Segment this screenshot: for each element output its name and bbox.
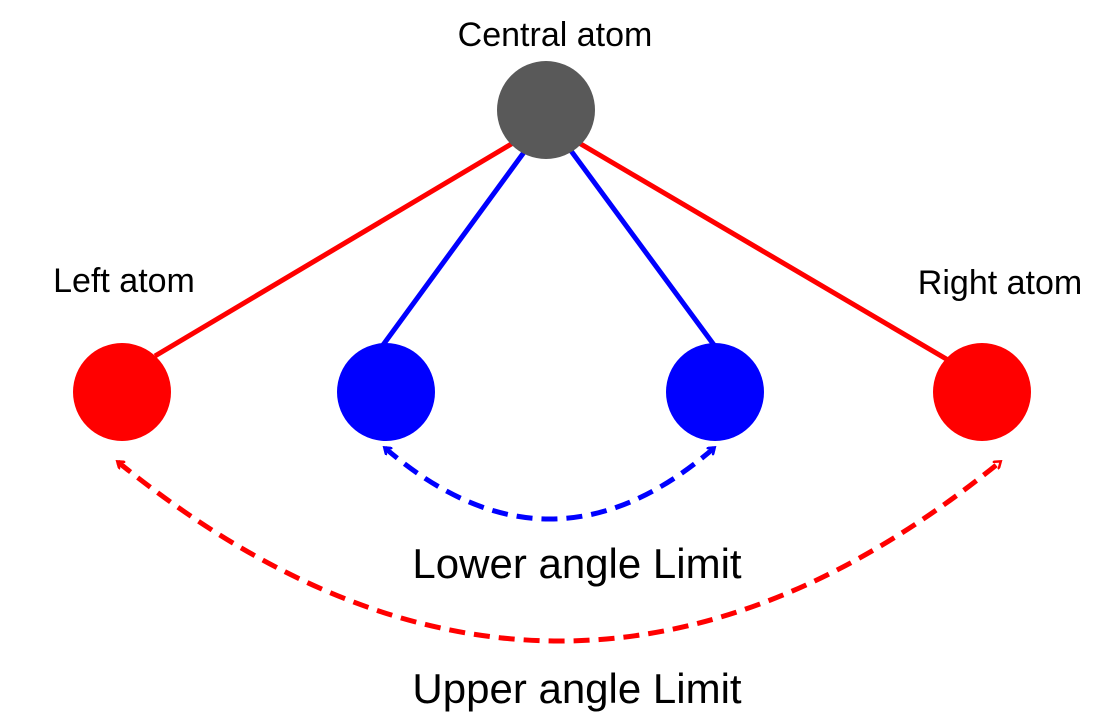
right-atom-label: Right atom [918, 264, 1082, 302]
central-atom [497, 61, 595, 159]
bond-inner-right [563, 142, 717, 347]
bond-inner-left [380, 142, 533, 347]
inner-right-atom [666, 343, 764, 441]
left-atom-label: Left atom [53, 262, 195, 300]
inner-left-atom [337, 343, 435, 441]
lower-angle-limit-label: Lower angle Limit [412, 540, 742, 587]
right-atom [933, 343, 1031, 441]
upper-angle-limit-label: Upper angle Limit [412, 665, 742, 712]
lower-angle-arrow [385, 448, 714, 522]
bond-right [572, 137, 950, 363]
bond-left [153, 137, 520, 359]
central-atom-label: Central atom [458, 16, 653, 54]
left-atom [73, 343, 171, 441]
upper-angle-arrow [118, 462, 1000, 644]
